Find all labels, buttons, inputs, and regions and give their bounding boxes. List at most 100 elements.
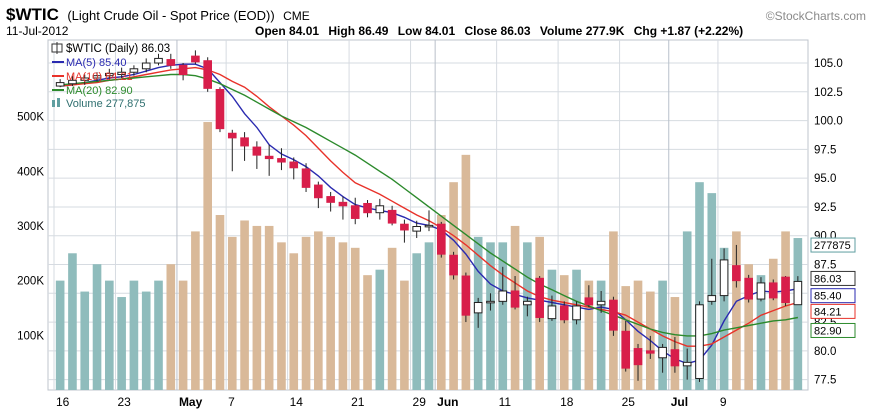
candle-down (301, 163, 311, 192)
volume-badge: 277875 (814, 240, 851, 252)
candle-down (732, 244, 741, 288)
date-tick-label: 9 (720, 395, 727, 409)
legend: $WTIC (Daily) 86.03 MA(5) 85.40 MA(10) 8… (51, 42, 170, 110)
volume-bar (141, 291, 151, 390)
candle-body (670, 349, 680, 367)
candle-down (510, 276, 520, 310)
ma5-badge-box (810, 288, 856, 304)
candle-body (277, 158, 286, 163)
volume-bar (682, 231, 692, 390)
date-tick-label: 25 (622, 395, 636, 409)
volume-bar (55, 280, 65, 390)
low-value: 84.01 (425, 24, 455, 38)
candle-body (289, 161, 299, 169)
volume-bar (633, 280, 643, 390)
volume-badge-box (810, 237, 856, 253)
date-tick-label: 7 (228, 395, 235, 409)
candle-body (363, 202, 372, 214)
volume-bar (154, 280, 163, 390)
candle-down (646, 335, 655, 359)
candle-body (473, 302, 483, 314)
date-tick-label: 18 (560, 395, 574, 409)
volume-bar (486, 242, 495, 390)
candle-body (719, 259, 729, 297)
candle-body (227, 132, 237, 139)
volume-bar (363, 275, 372, 390)
volume-bar (191, 231, 200, 390)
candle-body (781, 276, 790, 303)
candle-up (572, 301, 581, 325)
volume-bar (166, 264, 176, 390)
candle-up (523, 296, 532, 317)
candle-up (682, 348, 692, 380)
volume-bar (350, 247, 360, 390)
candle-body (707, 295, 717, 302)
chart-date: 11-Jul-2012 (6, 24, 69, 38)
candle-body (658, 346, 667, 359)
date-tick-label: 11 (499, 395, 512, 409)
legend-ma20: MA(20) 82.90 (66, 85, 133, 97)
price-tick-label: 105.0 (814, 58, 843, 70)
candle-body (301, 168, 311, 188)
candle-up (424, 210, 434, 232)
candle-up (596, 290, 606, 313)
volume-bar (387, 247, 397, 390)
candle-down (178, 63, 188, 81)
ma10-badge-box (810, 303, 856, 319)
candle-body (252, 146, 262, 156)
change-label: Chg (634, 24, 657, 38)
candle-down (584, 285, 594, 308)
candle-down (326, 191, 335, 212)
price-tick-label: 100.0 (814, 116, 843, 128)
candle-body (461, 275, 471, 316)
close-badge: 86.03 (814, 273, 842, 285)
candle-body (375, 205, 385, 214)
date-tick-label: May (179, 395, 203, 409)
candle-body (523, 300, 532, 306)
candle-down (768, 279, 778, 301)
volume-bar (129, 280, 139, 390)
ma5-badge: 85.40 (814, 291, 842, 303)
candle-body (105, 72, 114, 77)
candle-up (412, 220, 422, 239)
candle-down (387, 205, 397, 226)
candle-body (646, 350, 655, 354)
candle-body (584, 297, 594, 306)
candle-body (141, 62, 151, 70)
volume-bar (92, 264, 102, 390)
candle-down (609, 296, 618, 336)
candle-body (559, 305, 569, 321)
candle-body (117, 71, 126, 76)
close-label: Close (465, 24, 498, 38)
candle-body (609, 299, 618, 331)
candle-down (289, 157, 299, 180)
exchange: CME (283, 9, 310, 23)
candle-up (707, 258, 717, 305)
volume-bar (424, 242, 434, 390)
candle-up (498, 266, 508, 305)
candle-down (240, 132, 249, 161)
candle-body (732, 265, 741, 282)
candle-down (436, 221, 446, 258)
volume-bar (203, 122, 212, 390)
volume-axis: 100K 200K 300K 400K 500K (17, 112, 44, 343)
chart-title: $WTIC (Light Crude Oil - Spot Price (EOD… (6, 5, 310, 24)
volume-bar (240, 220, 249, 390)
candle-down (264, 144, 274, 176)
volume-bar (178, 280, 188, 390)
candle-body (486, 300, 495, 304)
volume-bar (105, 280, 114, 390)
candle-up (55, 79, 65, 88)
candle-down (252, 141, 262, 169)
candle-body (55, 82, 65, 87)
candle-body (387, 209, 397, 224)
price-tick-label: 87.5 (814, 260, 836, 272)
open-label: Open (255, 24, 286, 38)
candle-body (449, 254, 458, 276)
volume-bar (264, 225, 274, 390)
symbol-description: (Light Crude Oil - Spot Price (EOD)) (67, 8, 274, 23)
volume-label: Volume (540, 24, 583, 38)
volume-bar (449, 182, 458, 390)
